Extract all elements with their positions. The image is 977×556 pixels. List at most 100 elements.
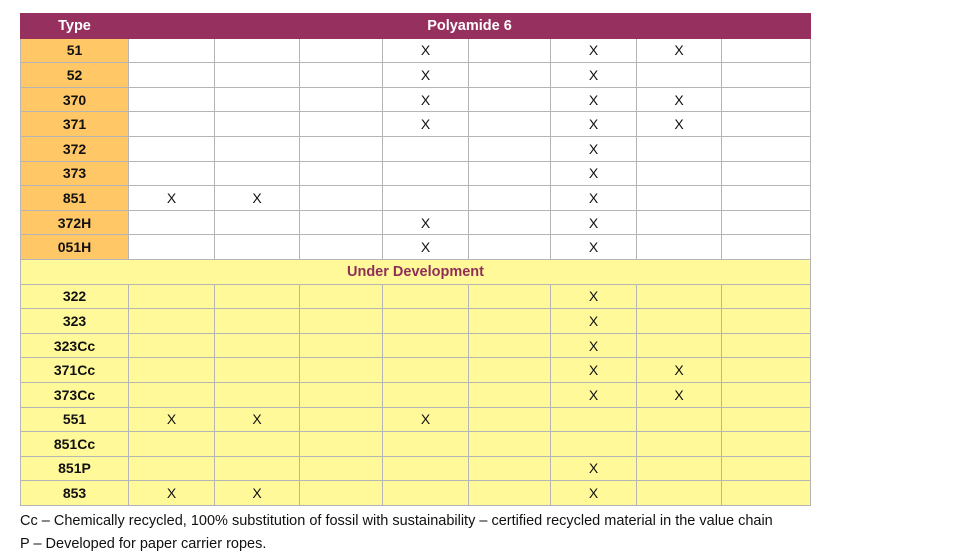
mark-cell [468, 381, 551, 408]
type-cell: 323 [20, 308, 129, 334]
table-row: 322 X [20, 283, 811, 310]
table-row: 371Cc X X [20, 357, 811, 383]
table-row: 52 X X [20, 62, 811, 88]
mark-cell [299, 308, 383, 334]
mark-cell [721, 480, 811, 506]
type-cell: 373Cc [20, 381, 129, 408]
mark-cell: X [636, 37, 722, 64]
mark-cell: X [636, 357, 722, 383]
mark-cell [636, 62, 722, 88]
mark-cell [214, 160, 300, 187]
mark-cell: X [550, 111, 637, 137]
mark-cell: X [550, 308, 637, 334]
mark-cell [299, 62, 383, 88]
type-cell: 372 [20, 135, 129, 162]
mark-cell [214, 86, 300, 113]
mark-cell [550, 431, 637, 457]
table-row: 853 X X X [20, 480, 811, 506]
mark-cell [128, 62, 215, 88]
mark-cell [214, 37, 300, 64]
mark-cell: X [382, 37, 469, 64]
mark-cell: X [128, 185, 215, 211]
mark-cell [382, 160, 469, 187]
table-row: 372 X [20, 135, 811, 162]
mark-cell [299, 135, 383, 162]
under-development-label: Under Development [20, 258, 811, 285]
mark-cell [214, 308, 300, 334]
type-cell: 851P [20, 455, 129, 482]
type-cell: 851 [20, 185, 129, 211]
table-row: 851P X [20, 455, 811, 482]
type-cell: 322 [20, 283, 129, 310]
mark-cell [382, 455, 469, 482]
mark-cell [636, 234, 722, 260]
table-row: 051H X X [20, 234, 811, 260]
table-row: 323Cc X [20, 332, 811, 359]
mark-cell [299, 480, 383, 506]
mark-cell: X [214, 185, 300, 211]
mark-cell [214, 357, 300, 383]
mark-cell [721, 308, 811, 334]
mark-cell [214, 283, 300, 310]
mark-cell [468, 357, 551, 383]
mark-cell [468, 209, 551, 236]
mark-cell [721, 455, 811, 482]
mark-cell [468, 62, 551, 88]
mark-cell [214, 111, 300, 137]
mark-cell: X [636, 111, 722, 137]
mark-cell [468, 406, 551, 433]
footnote-p: P – Developed for paper carrier ropes. [20, 536, 267, 552]
mark-cell [214, 62, 300, 88]
mark-cell [468, 111, 551, 137]
mark-cell [468, 37, 551, 64]
type-cell: 371Cc [20, 357, 129, 383]
material-table: Type Polyamide 6 51 X X X 52 X X 370 X X X 371 X X X 37… [20, 13, 811, 506]
mark-cell [382, 308, 469, 334]
mark-cell [299, 431, 383, 457]
mark-cell [128, 455, 215, 482]
mark-cell [382, 431, 469, 457]
table-row: 372H X X [20, 209, 811, 236]
mark-cell: X [382, 111, 469, 137]
mark-cell: X [550, 381, 637, 408]
mark-cell [468, 455, 551, 482]
type-cell: 51 [20, 37, 129, 64]
mark-cell: X [214, 480, 300, 506]
mark-cell [550, 406, 637, 433]
table-header-row: Type Polyamide 6 [20, 13, 811, 39]
mark-cell [382, 283, 469, 310]
mark-cell: X [550, 332, 637, 359]
mark-cell [214, 381, 300, 408]
mark-cell: X [550, 234, 637, 260]
mark-cell [128, 209, 215, 236]
mark-cell [636, 135, 722, 162]
table-row: 323 X [20, 308, 811, 334]
mark-cell [468, 234, 551, 260]
mark-cell [721, 62, 811, 88]
mark-cell: X [550, 283, 637, 310]
mark-cell [382, 185, 469, 211]
mark-cell [721, 332, 811, 359]
mark-cell [128, 283, 215, 310]
mark-cell [636, 209, 722, 236]
table-row: 373Cc X X [20, 381, 811, 408]
mark-cell [468, 308, 551, 334]
mark-cell: X [636, 86, 722, 113]
mark-cell [299, 111, 383, 137]
mark-cell [382, 135, 469, 162]
mark-cell [636, 332, 722, 359]
mark-cell [299, 37, 383, 64]
mark-cell [299, 160, 383, 187]
mark-cell: X [214, 406, 300, 433]
type-cell: 323Cc [20, 332, 129, 359]
mark-cell [468, 332, 551, 359]
mark-cell [468, 86, 551, 113]
mark-cell [128, 86, 215, 113]
mark-cell [468, 160, 551, 187]
mark-cell [721, 234, 811, 260]
table-row: 371 X X X [20, 111, 811, 137]
type-cell: 370 [20, 86, 129, 113]
mark-cell: X [550, 86, 637, 113]
mark-cell: X [128, 480, 215, 506]
mark-cell [128, 332, 215, 359]
